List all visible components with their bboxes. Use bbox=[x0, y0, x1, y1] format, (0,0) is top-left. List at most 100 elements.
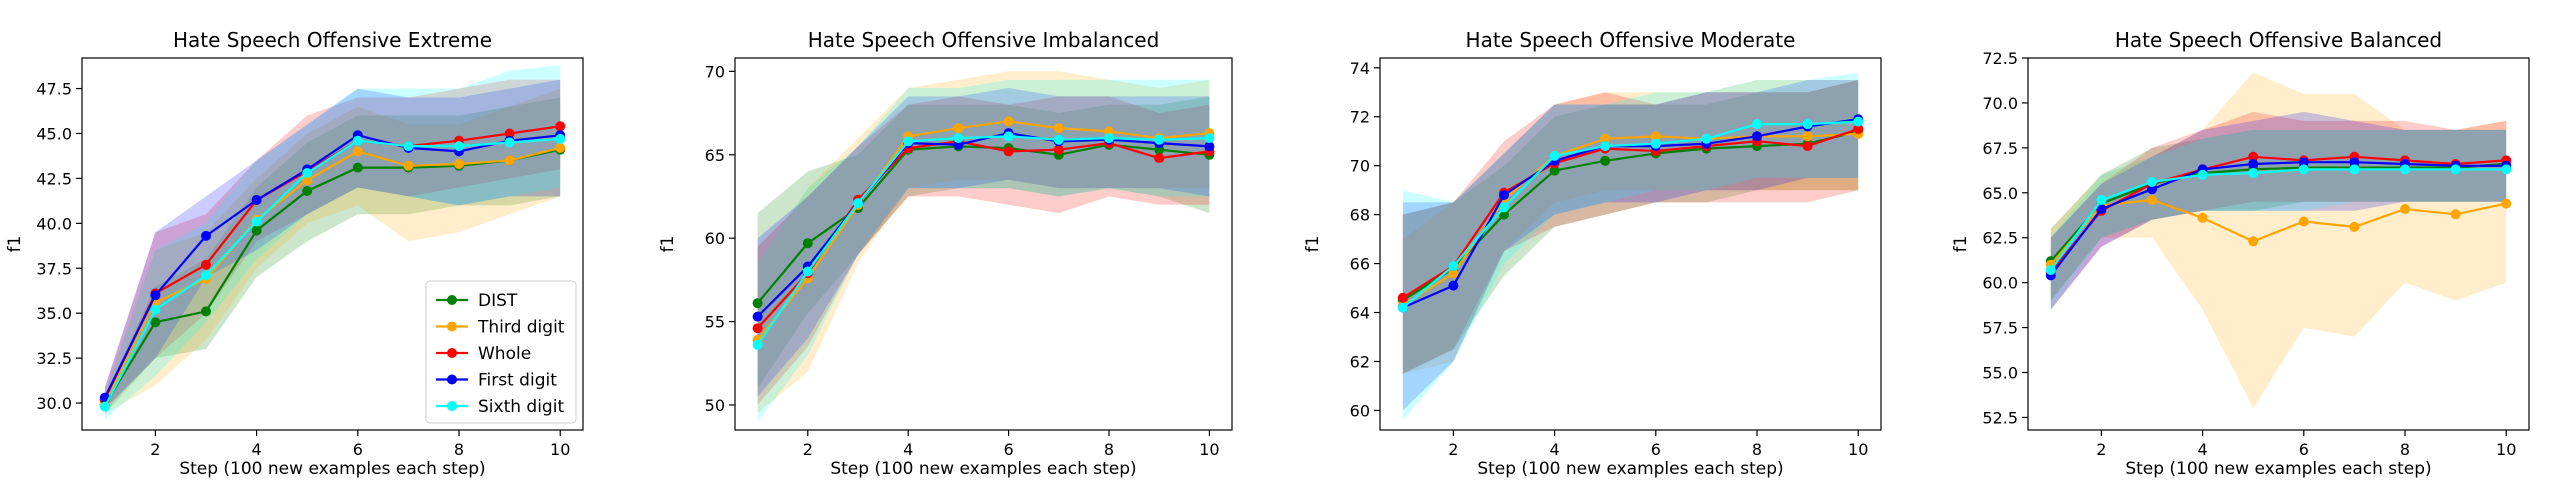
chart-4-point-third-digit-8 bbox=[2400, 204, 2410, 214]
chart-2-point-whole-6 bbox=[1003, 146, 1014, 157]
chart-3-point-third-digit-5 bbox=[1600, 133, 1611, 144]
chart-4-line-dist bbox=[2049, 162, 2507, 262]
chart-3-xtick-label-4: 4 bbox=[1549, 440, 1559, 459]
chart-2-xtick-label-2: 2 bbox=[803, 440, 813, 459]
chart-1-line-first-digit bbox=[103, 134, 561, 399]
chart-1-point-sixth-digit-2 bbox=[150, 304, 161, 315]
chart-2-point-first-digit-10 bbox=[1204, 141, 1215, 152]
chart-1-point-sixth-digit-1 bbox=[99, 401, 110, 412]
chart-2-point-sixth-digit-10 bbox=[1204, 133, 1215, 144]
chart-1-xtick-label-6: 6 bbox=[353, 440, 363, 459]
chart-1-point-whole-3 bbox=[201, 259, 211, 270]
chart-4-band-sixth-digit bbox=[2050, 129, 2507, 310]
chart-3-point-sixth-digit-5 bbox=[1600, 141, 1611, 152]
chart-1-point-third-digit-8 bbox=[454, 159, 464, 169]
chart-4-point-sixth-digit-4 bbox=[2197, 169, 2208, 180]
chart-3-point-sixth-digit-6 bbox=[1650, 138, 1661, 149]
chart-4-point-third-digit-3 bbox=[2147, 195, 2157, 205]
chart-2-band-dist bbox=[757, 96, 1210, 389]
chart-3-point-whole-9 bbox=[1802, 141, 1813, 152]
chart-4-point-sixth-digit-9 bbox=[2450, 164, 2461, 175]
chart-1-point-first-digit-4 bbox=[251, 195, 262, 205]
chart-3-point-first-digit-3 bbox=[1499, 190, 1509, 201]
chart-3-point-dist-4 bbox=[1549, 165, 1560, 176]
chart-3-line-whole bbox=[1402, 127, 1859, 299]
chart-3-plot-area bbox=[1397, 72, 1864, 421]
chart-4-point-first-digit-7 bbox=[2349, 157, 2360, 168]
chart-1-legend-label-third-digit: Third digit bbox=[477, 318, 565, 338]
chart-2-xtick-label-8: 8 bbox=[1104, 440, 1114, 459]
chart-2: Hate Speech Offensive Imbalanced 2 4 6 8 10 50… bbox=[658, 28, 1233, 479]
chart-1-point-dist-3 bbox=[201, 306, 211, 317]
chart-3-ylabel: f1 bbox=[1303, 236, 1323, 253]
chart-1-legend-marker-dist bbox=[447, 295, 457, 305]
chart-4-ytick-label-2: 57.5 bbox=[1982, 319, 2018, 338]
chart-1-ytick-label-6: 45.0 bbox=[36, 124, 72, 143]
chart-3-point-sixth-digit-9 bbox=[1802, 119, 1813, 130]
chart-2-plot-area bbox=[752, 71, 1215, 422]
chart-2-point-whole-1 bbox=[752, 323, 763, 334]
chart-4-band-dist bbox=[2050, 129, 2507, 301]
chart-2-point-first-digit-1 bbox=[752, 311, 763, 322]
chart-3-axes-frame bbox=[1379, 57, 1882, 431]
chart-3-point-sixth-digit-3 bbox=[1499, 202, 1509, 213]
chart-1-ytick-label-4: 40.0 bbox=[36, 214, 72, 233]
chart-4-axes-frame bbox=[2027, 57, 2530, 431]
chart-2-ytick-label-2: 60 bbox=[705, 229, 725, 248]
chart-1-legend-label-whole: Whole bbox=[478, 344, 531, 364]
chart-1-legend-marker-whole bbox=[447, 348, 457, 358]
chart-4-point-third-digit-10 bbox=[2501, 198, 2512, 209]
chart-1-ytick-label-0: 30.0 bbox=[36, 394, 72, 413]
chart-4-point-sixth-digit-2 bbox=[2096, 195, 2107, 205]
chart-3-line-sixth-digit bbox=[1402, 120, 1859, 309]
chart-2-ytick-label-0: 50 bbox=[705, 396, 725, 415]
chart-4-title: Hate Speech Offensive Balanced bbox=[2115, 28, 2442, 52]
chart-1-legend: DIST Third digit Whole First digit Sixth dig… bbox=[425, 280, 577, 424]
chart-1-band-dist bbox=[104, 97, 561, 414]
chart-3-xtick-label-2: 2 bbox=[1448, 440, 1458, 459]
chart-3-point-dist-5 bbox=[1600, 155, 1611, 166]
chart-4-point-sixth-digit-7 bbox=[2349, 164, 2360, 175]
chart-4-line-third-digit bbox=[2049, 198, 2507, 266]
chart-1-ytick-label-7: 47.5 bbox=[36, 80, 72, 99]
chart-4-xtick-label-2: 2 bbox=[2096, 440, 2106, 459]
chart-2-band-third-digit bbox=[757, 71, 1210, 414]
chart-3-title: Hate Speech Offensive Moderate bbox=[1466, 28, 1796, 52]
chart-2-line-third-digit bbox=[756, 120, 1210, 341]
chart-2-point-third-digit-6 bbox=[1003, 116, 1014, 127]
chart-2-point-whole-7 bbox=[1053, 144, 1064, 155]
chart-4-ytick-label-5: 65.0 bbox=[1982, 184, 2018, 203]
chart-1-point-third-digit-6 bbox=[352, 146, 363, 157]
chart-1-legend-box bbox=[425, 280, 577, 424]
chart-2-line-first-digit bbox=[756, 131, 1210, 318]
chart-1-legend-label-dist: DIST bbox=[478, 291, 518, 311]
chart-1-point-third-digit-7 bbox=[403, 160, 414, 171]
chart-3-point-sixth-digit-8 bbox=[1752, 119, 1762, 130]
chart-1-legend-label-sixth-digit: Sixth digit bbox=[478, 397, 564, 417]
chart-3-ytick-label-0: 60 bbox=[1350, 401, 1370, 420]
chart-2-point-third-digit-7 bbox=[1053, 123, 1064, 134]
chart-2-point-dist-2 bbox=[802, 238, 813, 249]
chart-1-point-whole-10 bbox=[555, 121, 566, 132]
chart-1-point-third-digit-5 bbox=[302, 175, 313, 186]
chart-1-point-sixth-digit-8 bbox=[454, 141, 464, 152]
chart-1-point-first-digit-3 bbox=[201, 230, 211, 241]
chart-1-plot-area bbox=[99, 65, 566, 420]
chart-3-point-third-digit-9 bbox=[1802, 131, 1813, 142]
chart-2-ylabel: f1 bbox=[658, 236, 678, 253]
chart-3-point-sixth-digit-4 bbox=[1549, 150, 1560, 161]
chart-4-point-third-digit-4 bbox=[2197, 212, 2208, 223]
chart-2-band-sixth-digit bbox=[757, 79, 1210, 422]
chart-4-point-sixth-digit-10 bbox=[2501, 164, 2512, 175]
chart-3-point-sixth-digit-10 bbox=[1853, 116, 1864, 127]
chart-2-point-sixth-digit-4 bbox=[903, 136, 914, 147]
chart-2-xtick-label-6: 6 bbox=[1004, 440, 1014, 459]
chart-1-xlabel: Step (100 new examples each step) bbox=[179, 459, 485, 479]
chart-4-band-third-digit bbox=[2050, 72, 2507, 409]
chart-2-point-sixth-digit-5 bbox=[953, 133, 964, 144]
chart-1-ytick-label-5: 42.5 bbox=[36, 169, 72, 188]
chart-1-point-dist-5 bbox=[302, 186, 313, 196]
chart-3-point-first-digit-2 bbox=[1448, 280, 1459, 291]
chart-3-ytick-label-1: 62 bbox=[1350, 352, 1370, 371]
